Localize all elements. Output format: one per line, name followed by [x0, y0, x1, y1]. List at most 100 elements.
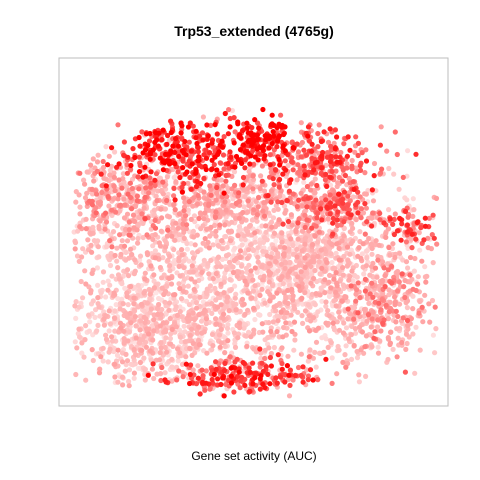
scatter-point: [84, 169, 90, 175]
scatter-point: [201, 189, 207, 195]
scatter-point: [334, 241, 340, 247]
scatter-point: [347, 251, 353, 257]
scatter-point: [88, 162, 94, 168]
scatter-point: [181, 258, 187, 264]
scatter-point: [224, 325, 231, 331]
scatter-point: [304, 183, 310, 190]
scatter-point: [142, 216, 148, 222]
scatter-point: [348, 356, 355, 362]
scatter-point: [80, 295, 86, 301]
scatter-point: [223, 172, 229, 179]
scatter-point: [223, 178, 229, 184]
scatter-point: [302, 172, 308, 178]
scatter-point: [156, 295, 162, 302]
scatter-point: [315, 239, 321, 245]
scatter-point: [232, 164, 238, 170]
scatter-point: [217, 160, 223, 166]
scatter-point: [87, 319, 93, 325]
scatter-point: [119, 185, 125, 191]
scatter-point: [260, 143, 267, 149]
scatter-point: [359, 251, 365, 257]
scatter-point: [177, 334, 183, 340]
scatter-point: [209, 347, 215, 353]
scatter-point: [268, 254, 274, 260]
scatter-point: [307, 367, 314, 373]
scatter-point: [236, 228, 242, 234]
scatter-point: [105, 359, 111, 365]
scatter-point: [215, 376, 221, 382]
scatter-point: [344, 153, 350, 159]
scatter-point: [299, 203, 305, 209]
scatter-point: [363, 263, 369, 269]
scatter-point: [363, 205, 369, 211]
scatter-point: [218, 340, 224, 346]
scatter-point: [240, 359, 246, 366]
scatter-point: [168, 129, 174, 136]
scatter-point: [249, 125, 255, 131]
scatter-point: [156, 240, 162, 246]
scatter-point: [310, 377, 316, 383]
scatter-point: [321, 129, 327, 135]
scatter-point: [319, 217, 325, 223]
scatter-point: [213, 316, 219, 322]
scatter-point: [171, 185, 177, 191]
scatter-point: [201, 175, 207, 181]
scatter-point: [333, 303, 339, 309]
scatter-point: [328, 340, 334, 346]
scatter-point: [284, 363, 290, 369]
scatter-point: [288, 212, 294, 218]
scatter-point: [136, 169, 143, 175]
scatter-point: [114, 223, 120, 229]
scatter-point: [329, 168, 335, 174]
scatter-point: [279, 366, 285, 372]
scatter-point: [124, 293, 130, 300]
scatter-point: [240, 209, 246, 216]
scatter-point: [232, 283, 238, 289]
scatter-point: [279, 239, 285, 245]
scatter-point: [259, 264, 265, 270]
scatter-point: [377, 142, 383, 148]
scatter-point: [175, 169, 181, 175]
scatter-point: [115, 272, 122, 278]
scatter-point: [136, 134, 142, 141]
scatter-point: [376, 300, 382, 306]
scatter-point: [136, 214, 142, 220]
scatter-point: [395, 288, 401, 294]
scatter-point: [153, 290, 159, 296]
scatter-point: [145, 142, 151, 148]
scatter-point: [412, 370, 418, 376]
scatter-point: [410, 331, 416, 337]
scatter-point: [222, 360, 228, 366]
scatter-point: [248, 295, 255, 301]
scatter-point: [116, 276, 123, 282]
scatter-point: [126, 329, 132, 335]
scatter-point: [125, 338, 131, 344]
scatter-point: [232, 245, 238, 251]
scatter-point: [271, 230, 278, 236]
scatter-point: [194, 305, 200, 311]
scatter-point: [341, 189, 348, 195]
scatter-point: [256, 195, 262, 201]
scatter-point: [82, 268, 88, 274]
scatter-point: [117, 320, 124, 326]
scatter-point: [169, 326, 175, 332]
scatter-point: [282, 265, 288, 271]
scatter-point: [237, 147, 244, 153]
scatter-point: [94, 265, 100, 271]
scatter-point: [133, 323, 139, 329]
scatter-point: [202, 236, 208, 242]
scatter-point: [174, 377, 180, 383]
scatter-point: [166, 275, 172, 282]
scatter-point: [167, 253, 173, 259]
scatter-point: [152, 225, 159, 231]
scatter-point: [142, 367, 148, 373]
scatter-point: [434, 241, 440, 247]
scatter-point: [255, 204, 261, 210]
scatter-point: [305, 358, 311, 364]
scatter-point: [89, 347, 95, 353]
scatter-point: [323, 197, 329, 203]
scatter-point: [315, 253, 321, 259]
scatter-point: [152, 232, 158, 238]
scatter-point: [249, 140, 255, 146]
scatter-point: [314, 182, 320, 189]
